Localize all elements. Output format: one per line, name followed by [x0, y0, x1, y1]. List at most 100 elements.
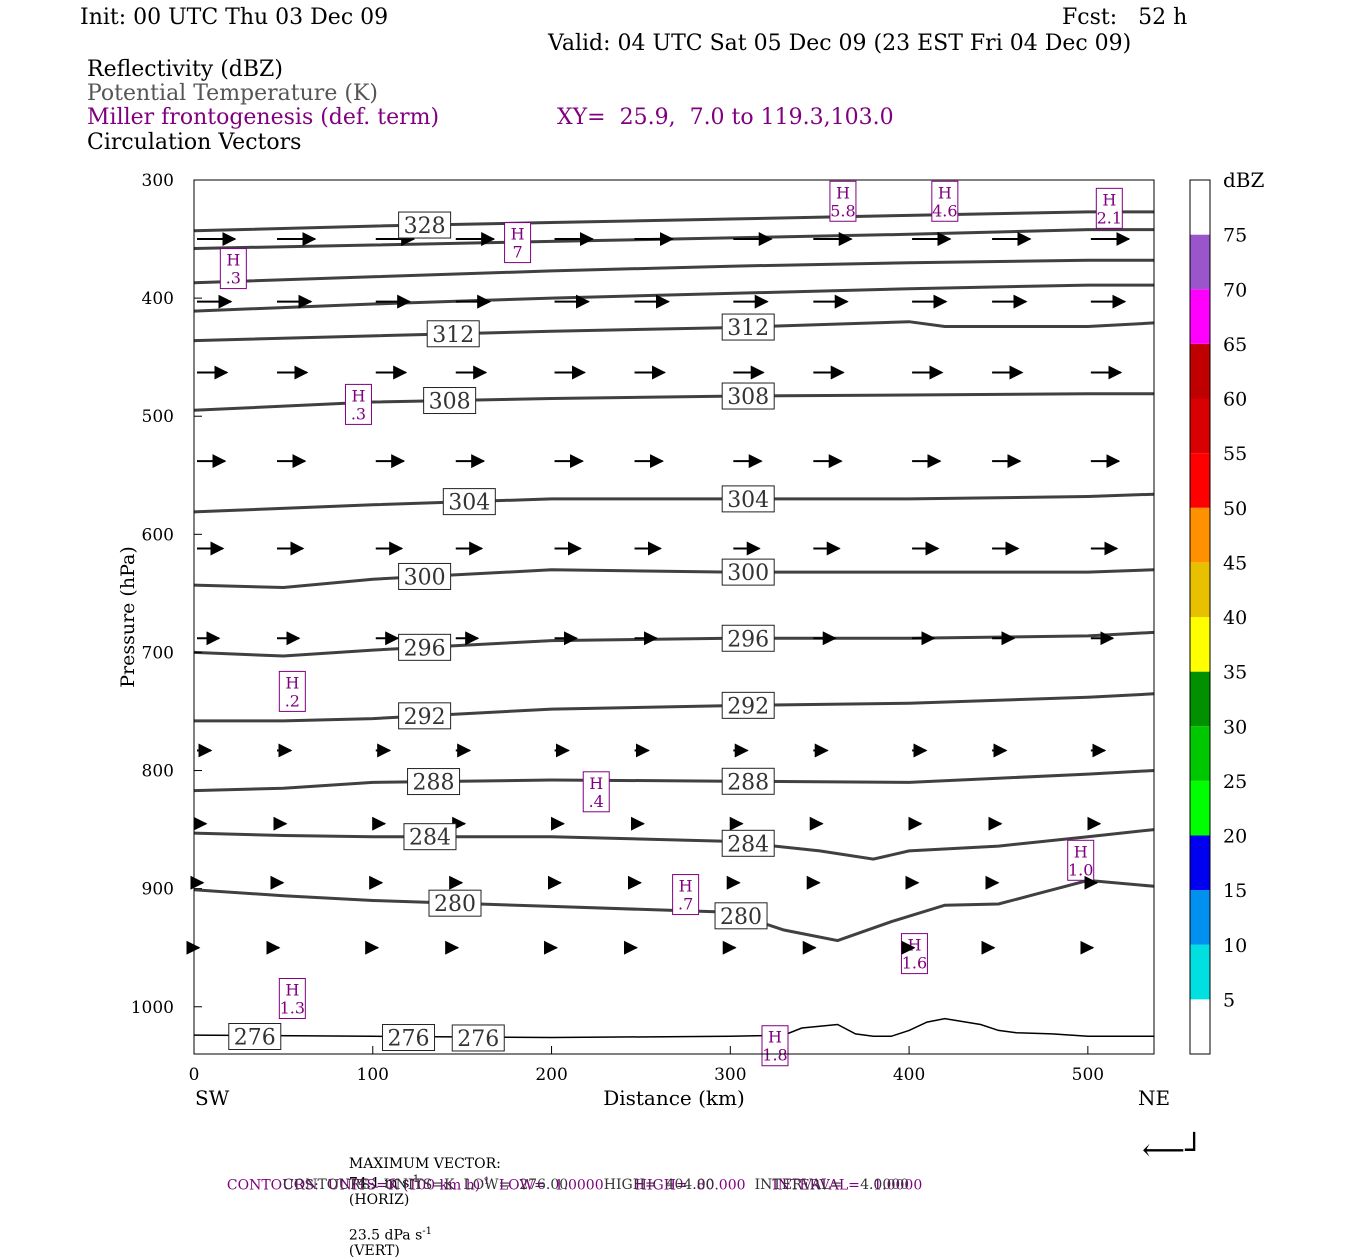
frontogenesis-max-value: 1.6: [902, 954, 927, 973]
colorbar-level-label: 55: [1223, 443, 1247, 465]
frontogenesis-max-box: [1067, 839, 1095, 881]
isentrope-label-box: [398, 211, 452, 239]
vert-tag: (VERT): [348, 1243, 400, 1259]
x-tick-label: 0: [189, 1065, 200, 1085]
y-tick-label: 800: [142, 762, 174, 782]
frontogenesis-max-box: [278, 670, 306, 712]
surface-isentrope-label: 276: [388, 1027, 430, 1052]
y-tick-label: 1000: [131, 998, 174, 1018]
surface-isentrope-label-box: [228, 1023, 282, 1051]
colorbar-segment: [1190, 289, 1210, 344]
colorbar-segment: [1190, 999, 1210, 1054]
frontogenesis-max-value: 1.8: [762, 1046, 787, 1065]
y-tick-label: 600: [142, 525, 174, 545]
forecast-hour: Fcst: 52 h: [1062, 5, 1188, 30]
colorbar-segment: [1190, 944, 1210, 1000]
isentrope-label: 312: [727, 316, 769, 341]
isentrope-label: 280: [720, 905, 762, 930]
isentrope-label: 300: [727, 561, 769, 586]
isentrope-label: 308: [727, 385, 769, 410]
cross-section-endpoints: XY= 25.9, 7.0 to 119.3,103.0: [557, 105, 894, 130]
y-tick-label: 400: [142, 289, 174, 309]
frontogenesis-max-box: [761, 1025, 789, 1067]
isentrope-label-box: [714, 902, 768, 930]
frontogenesis-max-value: .2: [285, 691, 300, 710]
colorbar-segment: [1190, 780, 1210, 836]
frontogenesis-max-value: .7: [678, 895, 693, 914]
colorbar-level-label: 60: [1223, 389, 1247, 411]
isentrope-line: [193, 878, 1155, 943]
isentrope-line: [194, 692, 1155, 723]
frontogenesis-max-value: 4.6: [932, 201, 957, 220]
isentrope-label: 292: [727, 694, 769, 719]
isentrope-line: [193, 228, 1154, 250]
surface-isentrope-label: 276: [457, 1027, 499, 1052]
isentrope-label: 304: [448, 491, 490, 516]
isentrope-line: [193, 320, 1155, 343]
isentrope-line: [193, 210, 1154, 233]
isentrope-label-box: [398, 562, 452, 590]
colorbar-level-label: 75: [1223, 225, 1247, 247]
x-tick-label: 400: [893, 1065, 925, 1085]
frontogenesis-max-box: [344, 383, 372, 425]
isentrope-label-box: [398, 633, 452, 661]
isentrope-label-box: [721, 313, 775, 341]
x-tick-label: 300: [714, 1065, 746, 1085]
isentrope-line: [193, 392, 1154, 412]
colorbar-level-label: 15: [1223, 880, 1247, 902]
colorbar-level-label: 70: [1223, 279, 1247, 301]
isentrope-label-box: [721, 691, 775, 719]
terrain-line: [193, 1017, 1154, 1039]
colorbar-level-label: 10: [1223, 935, 1247, 957]
isentrope-label-box: [721, 624, 775, 652]
colorbar-frame: [1189, 179, 1211, 1055]
colorbar-level-label: 40: [1223, 607, 1247, 629]
isentrope-label-box: [428, 889, 482, 917]
isentrope-label: 284: [727, 832, 769, 857]
isentrope-line: [193, 258, 1154, 285]
frontogenesis-max-value: 2.1: [1097, 208, 1122, 227]
colorbar-segment: [1190, 726, 1210, 781]
isentrope-label: 328: [404, 214, 446, 239]
colorbar-level-label: 65: [1223, 334, 1247, 356]
x-tick-label: 100: [357, 1065, 389, 1085]
y-axis-label: Pressure (hPa): [117, 546, 139, 688]
isentrope-label: 280: [434, 892, 476, 917]
field-frontogenesis: Miller frontogenesis (def. term): [87, 105, 440, 130]
horiz-unit-exponent: -1: [409, 1174, 420, 1185]
field-theta: Potential Temperature (K): [87, 81, 378, 106]
colorbar-segment: [1190, 671, 1210, 727]
isentrope-label: 304: [727, 488, 769, 513]
colorbar-level-label: 20: [1223, 826, 1247, 848]
colorbar-level-label: 35: [1223, 662, 1247, 684]
frontogenesis-max-value: 5.8: [830, 201, 855, 220]
surface-isentrope-label-box: [451, 1024, 505, 1052]
colorbar-level-label: 5: [1223, 989, 1235, 1011]
colorbar-segment: [1190, 890, 1210, 945]
init-time: Init: 00 UTC Thu 03 Dec 09: [80, 5, 389, 30]
isentrope-label-box: [426, 320, 480, 348]
frontogenesis-max-letter: H: [511, 225, 525, 244]
frontogenesis-max-letter: H: [907, 936, 921, 955]
isentrope-label: 288: [727, 770, 769, 795]
plot-frame: [193, 179, 1155, 1055]
frontogenesis-max-letter: H: [836, 183, 850, 202]
x-tick-label: 500: [1072, 1065, 1104, 1085]
frontogenesis-max-letter: H: [285, 673, 299, 692]
colorbar-level-label: 30: [1223, 716, 1247, 738]
frontogenesis-max-letter: H: [679, 877, 693, 896]
isentrope-label: 300: [404, 565, 446, 590]
frontogenesis-max-letter: H: [938, 183, 952, 202]
isentrope-label-box: [403, 823, 457, 851]
frontogenesis-contours-info: CONTOURS: UNITS=K (100 km h)-1 LOW= 1.00…: [218, 1158, 922, 1194]
colorbar-segment: [1190, 234, 1210, 290]
isentrope-line: [193, 283, 1154, 313]
reference-vector: ⟵┘: [1142, 1131, 1203, 1168]
frontogenesis-max-letter: H: [768, 1028, 782, 1047]
field-reflectivity: Reflectivity (dBZ): [87, 57, 283, 82]
frontogenesis-max-letter: H: [351, 386, 365, 405]
surface-isentrope-label: 276: [234, 1026, 276, 1051]
valid-time: Valid: 04 UTC Sat 05 Dec 09 (23 EST Fri …: [548, 31, 1132, 56]
isentrope-label: 308: [429, 390, 471, 415]
x-left-endpoint: SW: [195, 1086, 230, 1110]
